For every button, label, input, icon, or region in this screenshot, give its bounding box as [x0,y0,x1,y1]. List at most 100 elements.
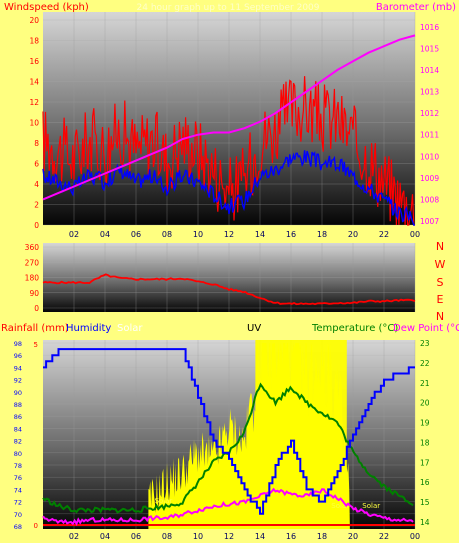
time-tick-label: 02 [69,230,79,239]
humidity-tick-label: 70 [14,511,22,519]
uv-axis-title: UV [247,323,261,334]
wind-tick-label: 16 [29,57,39,66]
compass-label-n-top: N [436,240,444,253]
direction-tick-label: 180 [25,274,40,283]
direction-tick-label: 90 [29,289,39,298]
time-tick-label: 20 [348,532,358,541]
time-tick-label: 14 [255,532,265,541]
time-tick-label: 00 [410,532,420,541]
solar-axis-title: Solar [117,323,143,334]
temperature-tick-label: 22 [420,359,430,368]
wind-tick-label: 12 [29,98,39,107]
temperature-tick-label: 19 [420,419,430,428]
solar-inline-label: Solar [331,502,349,510]
time-tick-label: 08 [162,230,172,239]
time-tick-label: 06 [131,230,141,239]
series-line-wind-average [42,150,416,226]
humidity-tick-label: 84 [14,425,22,433]
wind-tick-label: 20 [29,16,39,25]
barometer-tick-label: 1015 [420,44,439,53]
temperature-tick-label: 16 [420,478,430,487]
barometer-tick-label: 1014 [420,66,439,75]
barometer-tick-label: 1009 [420,174,439,183]
series-line-humidity [43,348,415,515]
humidity-tick-label: 92 [14,377,22,385]
humidity-tick-label: 96 [14,352,22,360]
direction-chart: 0 90 180 270 360 [25,243,416,313]
time-tick-label: 16 [286,532,296,541]
humidity-tick-label: 88 [14,401,22,409]
humidity-tick-label: 82 [14,438,22,446]
climate-chart: 68 70 72 74 76 78 80 82 84 86 88 90 92 94 96 98 0 5 14 15 16… [14,339,430,541]
time-tick-label: 04 [100,532,110,541]
time-tick-label: 20 [348,230,358,239]
time-tick-label: 02 [69,532,79,541]
series-area-uv [255,340,347,529]
temperature-tick-label: 14 [420,518,430,527]
graph-period-title: 24 hour graph up to 11 September 2009 [137,3,320,13]
time-tick-label: 00 [410,230,420,239]
time-tick-label: 06 [131,532,141,541]
time-tick-label: 12 [224,532,234,541]
time-tick-label: 18 [317,532,327,541]
wind-tick-label: 18 [29,37,39,46]
dewpoint-axis-title: Dew Point (°C) [393,323,459,334]
compass-label-e: E [437,293,444,306]
series-line-barometer [42,34,416,201]
time-tick-label: 18 [317,230,327,239]
humidity-tick-label: 80 [14,450,22,458]
temperature-tick-label: 23 [420,339,430,348]
temperature-tick-label: 18 [420,438,430,447]
barometer-tick-label: 1007 [420,217,439,226]
temperature-tick-label: 17 [420,458,430,467]
time-tick-label: 22 [379,532,389,541]
solar-inline-label: Solar [155,497,173,505]
temperature-tick-label: 15 [420,498,430,507]
time-tick-label: 08 [162,532,172,541]
series-line-dew-point [42,487,414,526]
rainfall-tick-label: 0 [34,522,38,530]
direction-tick-label: 270 [25,258,40,267]
barometer-tick-label: 1010 [420,152,439,161]
humidity-tick-label: 74 [14,486,22,494]
wind-tick-label: 8 [34,139,39,148]
direction-tick-label: 0 [34,304,39,313]
barometer-tick-label: 1008 [420,195,439,204]
humidity-tick-label: 86 [14,413,22,421]
time-tick-label: 04 [100,230,110,239]
barometer-axis-title: Barometer (mb) [376,2,456,13]
humidity-tick-label: 68 [14,523,22,531]
humidity-axis-title: Humidity [66,323,111,334]
temperature-axis-title: Temperature (°C) [311,323,398,334]
wind-chart: 0246810121416182010071008100910101011101… [29,12,439,239]
humidity-tick-label: 78 [14,462,22,470]
humidity-tick-label: 94 [14,364,22,372]
barometer-tick-label: 1011 [420,131,439,140]
humidity-tick-label: 76 [14,474,22,482]
compass-label-n-bottom: N [436,310,444,323]
time-tick-label: 12 [224,230,234,239]
wind-tick-label: 6 [34,160,39,169]
time-tick-label: 10 [193,532,203,541]
compass-label-s: S [437,276,444,289]
humidity-tick-label: 90 [14,389,22,397]
barometer-tick-label: 1012 [420,109,439,118]
humidity-tick-label: 72 [14,499,22,507]
barometer-tick-label: 1016 [420,23,439,32]
time-tick-label: 10 [193,230,203,239]
humidity-tick-label: 98 [14,340,22,348]
wind-tick-label: 10 [29,119,39,128]
wind-axis-title: Windspeed (kph) [4,2,89,13]
wind-tick-label: 14 [29,78,39,87]
wind-tick-label: 2 [34,201,39,210]
direction-tick-label: 360 [25,243,40,252]
time-tick-label: 16 [286,230,296,239]
solar-inline-label: Solar [362,502,380,510]
rainfall-axis-title: Rainfall (mm) [1,323,69,334]
barometer-tick-label: 1013 [420,88,439,97]
wind-tick-label: 0 [34,221,39,230]
compass-label-w: W [435,258,446,271]
time-tick-label: 14 [255,230,265,239]
